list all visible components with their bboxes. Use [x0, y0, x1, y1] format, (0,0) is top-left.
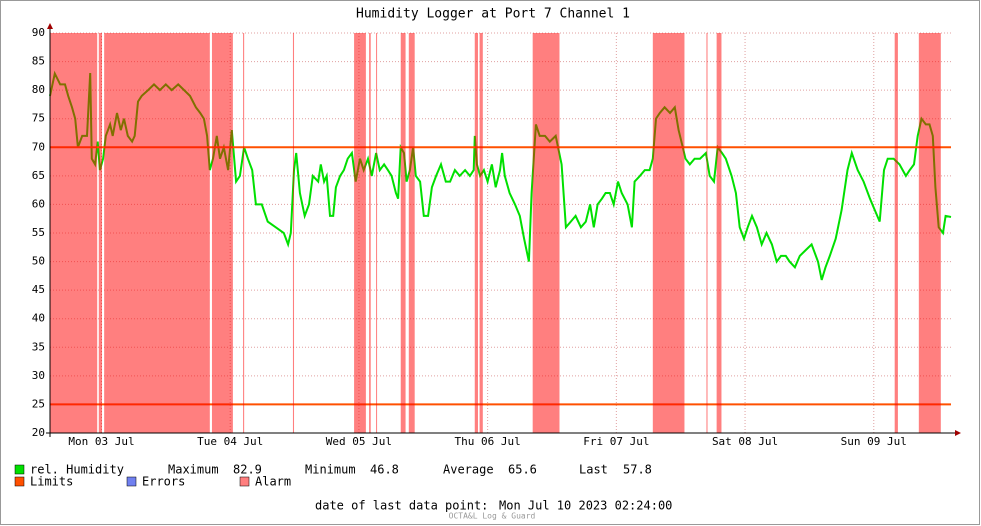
legend-swatch	[239, 476, 250, 487]
alarm-band	[354, 33, 366, 433]
x-tick-label: Thu 06 Jul	[455, 435, 521, 448]
alarm-band	[400, 33, 406, 433]
legend-label: rel. Humidity	[30, 463, 124, 477]
stat-value: 46.8	[370, 463, 399, 477]
alarm-band	[98, 33, 103, 433]
legend-swatch	[14, 476, 25, 487]
alarm-band	[243, 33, 245, 433]
x-tick-label: Tue 04 Jul	[197, 435, 263, 448]
y-tick-label: 55	[32, 226, 45, 239]
y-tick-label: 25	[32, 397, 45, 410]
stat-label: Minimum	[305, 463, 356, 477]
legend-swatch	[126, 476, 137, 487]
stat-label: Maximum	[168, 463, 219, 477]
stat-value: 82.9	[233, 463, 262, 477]
stat-label: Average	[443, 463, 494, 477]
y-tick-label: 45	[32, 283, 45, 296]
y-tick-label: 65	[32, 169, 45, 182]
alarm-band	[104, 33, 210, 433]
alarm-band	[479, 33, 483, 433]
alarm-band	[918, 33, 941, 433]
alarm-band	[376, 33, 378, 433]
chart-title: Humidity Logger at Port 7 Channel 1	[356, 7, 630, 22]
alarm-band	[894, 33, 898, 433]
legend-label: Errors	[142, 475, 185, 489]
x-tick-label: Fri 07 Jul	[583, 435, 649, 448]
alarm-band	[706, 33, 708, 433]
y-tick-label: 75	[32, 112, 45, 125]
y-tick-label: 35	[32, 340, 45, 353]
y-tick-label: 90	[32, 26, 45, 39]
alarm-band	[532, 33, 560, 433]
y-tick-label: 60	[32, 197, 45, 210]
y-tick-label: 85	[32, 55, 45, 68]
alarm-band	[716, 33, 722, 433]
alarm-band	[408, 33, 415, 433]
stat-value: 65.6	[508, 463, 537, 477]
footer-value: Mon Jul 10 2023 02:24:00	[499, 499, 672, 513]
watermark: OCTA&L Log & Guard	[449, 512, 536, 521]
legend-label: Alarm	[255, 475, 291, 489]
y-tick-label: 40	[32, 312, 45, 325]
y-tick-label: 80	[32, 83, 45, 96]
y-tick-label: 70	[32, 140, 45, 153]
stat-value: 57.8	[623, 463, 652, 477]
y-tick-label: 30	[32, 369, 45, 382]
y-tick-label: 20	[32, 426, 45, 439]
y-tick-label: 50	[32, 255, 45, 268]
stat-label: Last	[579, 463, 608, 477]
alarm-band	[652, 33, 685, 433]
x-tick-label: Sun 09 Jul	[841, 435, 907, 448]
alarm-band	[50, 33, 98, 433]
legend-label: Limits	[30, 475, 73, 489]
alarm-band	[474, 33, 478, 433]
x-tick-label: Sat 08 Jul	[712, 435, 778, 448]
footer-label: date of last data point:	[315, 499, 488, 513]
legend-swatch	[14, 464, 25, 475]
axis-arrow	[47, 23, 53, 29]
axis-arrow	[955, 430, 961, 436]
alarm-band	[211, 33, 233, 433]
x-tick-label: Mon 03 Jul	[68, 435, 134, 448]
alarm-band	[292, 33, 295, 433]
alarm-band	[369, 33, 371, 433]
x-tick-label: Wed 05 Jul	[326, 435, 392, 448]
